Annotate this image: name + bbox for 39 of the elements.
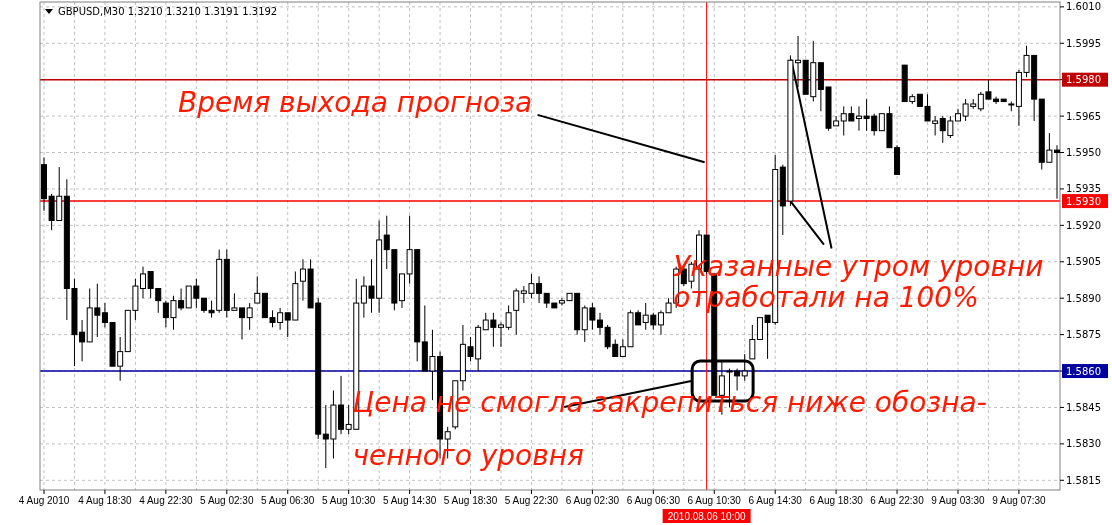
- y-tick-label: 1.5995: [1066, 37, 1101, 49]
- y-tick-label: 1.5890: [1066, 292, 1101, 304]
- y-tick-label: 1.5815: [1066, 474, 1101, 486]
- y-tick-label: 1.5875: [1066, 329, 1101, 341]
- x-tick-label: 5 Aug 22:30: [504, 495, 559, 506]
- x-tick-label: 5 Aug 06:30: [261, 495, 315, 506]
- x-tick-label: 6 Aug 06:30: [626, 495, 681, 506]
- x-tick-label: 5 Aug 14:30: [382, 495, 437, 506]
- y-tick-label: 1.6010: [1066, 1, 1101, 13]
- y-tick-label: 1.5845: [1066, 401, 1101, 413]
- x-tick-label: 9 Aug 07:30: [992, 495, 1047, 506]
- x-tick-label: 5 Aug 02:30: [200, 495, 254, 506]
- x-tick-label: 5 Aug 10:30: [321, 495, 376, 506]
- candlestick: [749, 324, 756, 360]
- ref-line-label: 1.5980: [1066, 74, 1101, 86]
- y-tick-label: 1.5905: [1066, 256, 1101, 268]
- y-tick-label: 1.5950: [1066, 147, 1101, 159]
- candlestick: [254, 275, 261, 304]
- y-tick-label: 1.5830: [1066, 438, 1101, 450]
- candlestick: [741, 353, 748, 382]
- x-tick-label: 6 Aug 10:30: [687, 495, 742, 506]
- y-tick-label: 1.5920: [1066, 219, 1101, 231]
- y-tick-label: 1.5965: [1066, 110, 1101, 122]
- x-tick-label: 6 Aug 02:30: [565, 495, 620, 506]
- chart-title: GBPUSD,M30 1.3210 1.3210 1.3191 1.3192: [58, 6, 278, 17]
- x-tick-label: 4 Aug 2010: [18, 495, 70, 506]
- y-tick-label: 1.5935: [1066, 183, 1101, 195]
- ref-line-label: 1.5930: [1066, 195, 1101, 207]
- annotation: Время выхода прогноза: [178, 85, 533, 119]
- x-tick-label: 6 Aug 22:30: [870, 495, 925, 506]
- x-tick-label: 6 Aug 18:30: [809, 495, 864, 506]
- x-tick-label: 5 Aug 18:30: [443, 495, 498, 506]
- x-tick-label: 9 Aug 03:30: [931, 495, 986, 506]
- x-tick-label: 4 Aug 18:30: [78, 495, 133, 506]
- x-tick-label: 4 Aug 22:30: [139, 495, 193, 506]
- ref-line-label: 1.5860: [1066, 365, 1101, 377]
- x-tick-label: 2010.08.06 10:00: [667, 510, 746, 522]
- candlestick: [513, 287, 520, 336]
- x-tick-label: 6 Aug 14:30: [748, 495, 803, 506]
